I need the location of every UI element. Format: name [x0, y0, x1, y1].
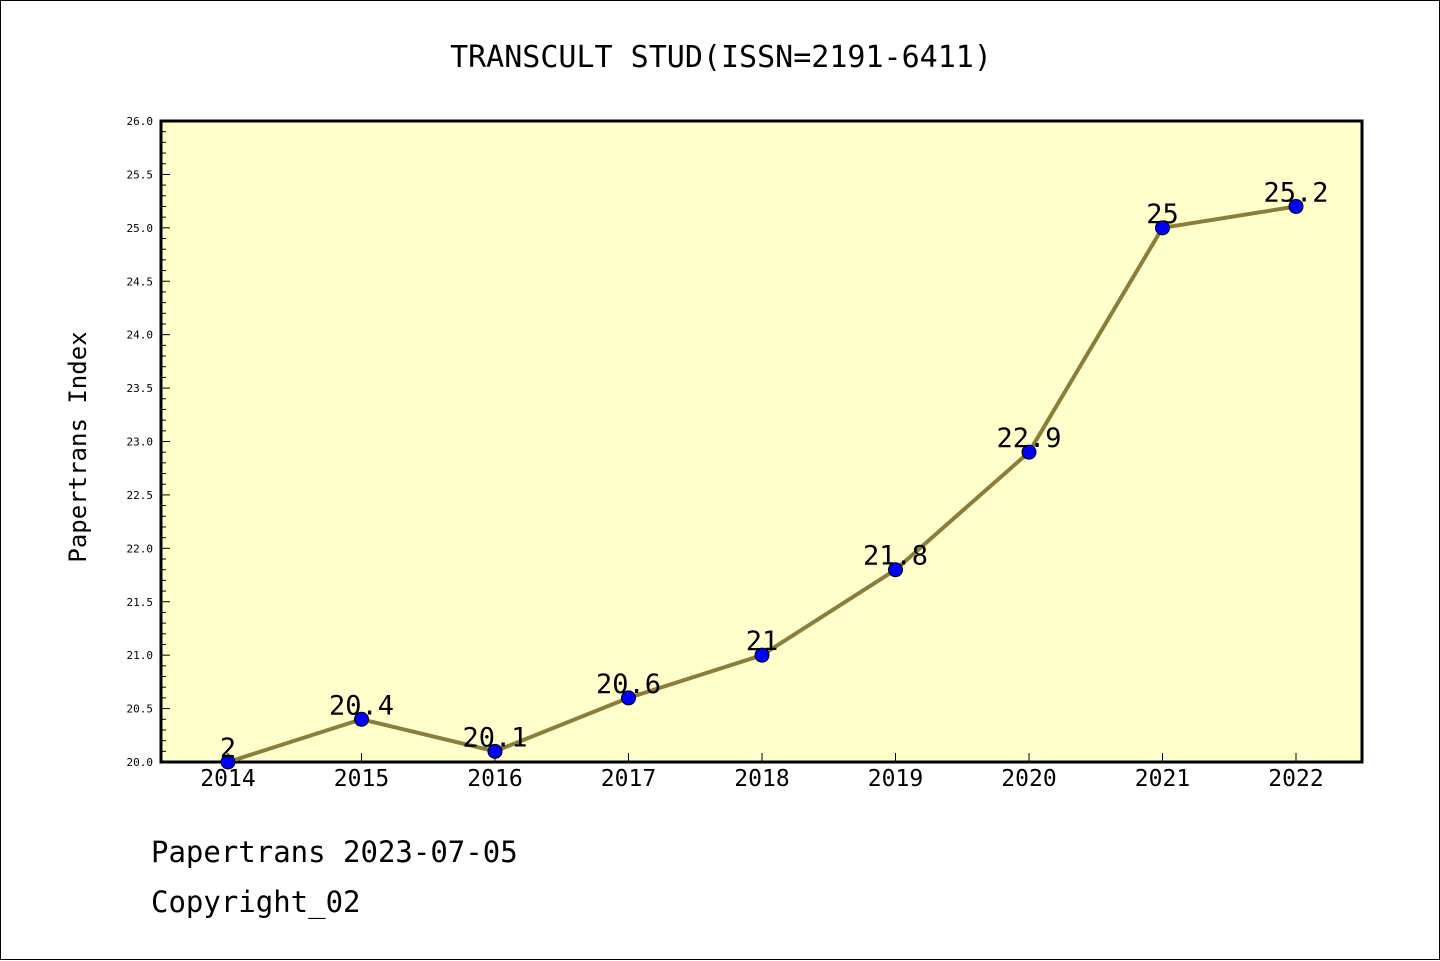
data-label: 22.9	[996, 423, 1061, 454]
data-label: 20.6	[596, 669, 661, 700]
y-tick-label: 24.5	[127, 275, 154, 288]
data-label: 21.8	[863, 541, 928, 572]
x-tick-label: 2015	[334, 766, 389, 792]
y-tick-label: 22.0	[127, 542, 154, 555]
data-point	[220, 754, 236, 770]
x-axis-ticks: 2014 2015 2016 2017 2018 2019 2020 2021 2022	[200, 753, 1324, 792]
y-tick-label: 20.0	[127, 756, 154, 769]
x-tick-label: 2020	[1001, 766, 1056, 792]
data-label: 20.1	[462, 722, 527, 753]
data-label: 2	[220, 733, 236, 764]
series-line-group: 2 20.4 20.1 20.6 21 21.8 22.9 25 25.2	[220, 177, 1329, 770]
y-tick-label: 22.5	[127, 489, 154, 502]
footer-date: Papertrans 2023-07-05	[151, 835, 518, 869]
x-tick-label: 2021	[1135, 766, 1190, 792]
y-axis-label: Papertrans Index	[64, 331, 92, 562]
chart-title: TRANSCULT STUD(ISSN=2191-6411)	[450, 40, 992, 75]
x-tick-label: 2018	[734, 766, 789, 792]
data-point	[1288, 198, 1304, 214]
x-tick-label: 2019	[868, 766, 923, 792]
footer-copyright: Copyright_02	[151, 885, 361, 919]
plot-area	[159, 119, 1364, 764]
x-tick-label: 2016	[467, 766, 522, 792]
y-tick-label: 23.5	[127, 382, 154, 395]
x-tick-label: 2014	[200, 766, 255, 792]
data-point	[354, 711, 369, 727]
y-tick-label: 26.0	[127, 115, 154, 128]
data-point	[621, 690, 636, 706]
y-tick-label: 25.0	[127, 222, 154, 235]
y-tick-label: 25.5	[127, 168, 154, 181]
data-label: 25	[1146, 199, 1179, 230]
y-tick-label: 21.5	[127, 596, 154, 609]
data-point	[1155, 220, 1170, 236]
y-axis-ticks: 20.0 20.5 21.0 21.5 22.0 22.5 23.0 23.5 24.0 24.5…	[127, 115, 170, 769]
data-point	[754, 647, 770, 663]
data-label: 20.4	[329, 690, 394, 721]
data-point	[888, 562, 903, 578]
y-tick-label: 24.0	[127, 329, 154, 342]
y-tick-label: 23.0	[127, 436, 154, 449]
data-label: 25.2	[1263, 177, 1328, 208]
x-tick-label: 2022	[1268, 766, 1323, 792]
data-point	[487, 743, 503, 759]
x-tick-label: 2017	[601, 766, 656, 792]
data-point	[1021, 444, 1037, 460]
y-tick-label: 20.5	[127, 703, 154, 716]
y-tick-label: 21.0	[127, 649, 154, 662]
data-label: 21	[746, 626, 779, 657]
